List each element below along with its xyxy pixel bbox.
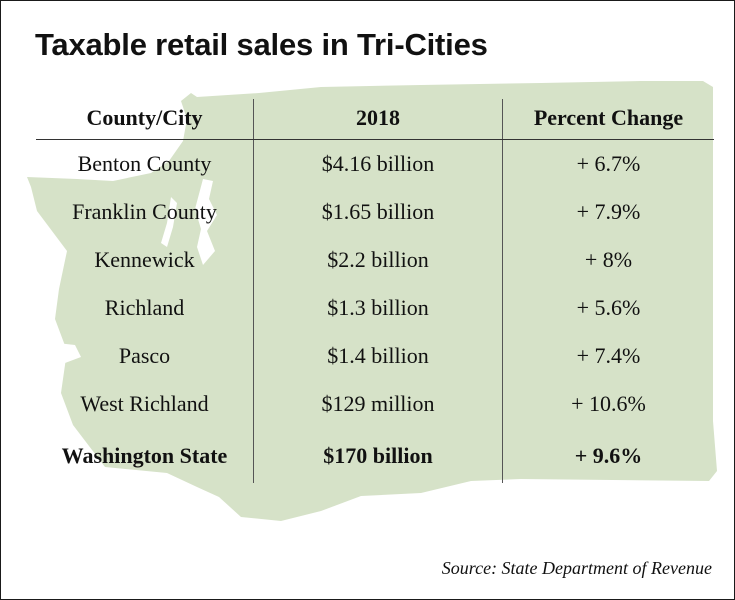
percent-change-cell: + 5.6% [502, 284, 714, 332]
table-row: Kennewick $2.2 billion + 8% [36, 236, 714, 284]
county-city-cell: West Richland [80, 391, 209, 416]
percent-change-cell: + 10.6% [502, 380, 714, 428]
sales-cell: $1.4 billion [253, 332, 502, 380]
table-row: West Richland $129 million + 10.6% [36, 380, 714, 428]
washington-state-shape [27, 81, 717, 521]
sales-cell: $2.2 billion [253, 236, 502, 284]
table-row-total: Washington State $170 billion + 9.6% [36, 428, 714, 483]
table-row: Benton County $4.16 billion + 6.7% [36, 140, 714, 188]
percent-change-cell: + 9.6% [502, 428, 714, 483]
table-row: Pasco $1.4 billion + 7.4% [36, 332, 714, 380]
hood-canal-water [161, 197, 177, 247]
county-city-cell: Washington State [61, 442, 228, 468]
county-city-cell: Franklin County [72, 199, 217, 224]
sales-cell: $4.16 billion [253, 140, 502, 188]
table-row: Richland $1.3 billion + 5.6% [36, 284, 714, 332]
coast-inlet-water [55, 343, 81, 363]
column-header-2018: 2018 [253, 99, 502, 139]
percent-change-cell: + 8% [502, 236, 714, 284]
column-header-percent-change: Percent Change [502, 99, 714, 139]
sales-table: County/City 2018 Percent Change Benton C… [36, 99, 714, 483]
county-city-cell: Pasco [118, 343, 171, 368]
county-city-cell: Benton County [77, 151, 212, 176]
column-header-county-city: County/City [86, 105, 203, 130]
table-row: Franklin County $1.65 billion + 7.9% [36, 188, 714, 236]
page-title: Taxable retail sales in Tri-Cities [35, 27, 488, 62]
county-city-cell: Richland [104, 295, 185, 320]
sales-cell: $1.3 billion [253, 284, 502, 332]
puget-sound-water [195, 179, 217, 265]
percent-change-cell: + 6.7% [502, 140, 714, 188]
table-header-row: County/City 2018 Percent Change [36, 99, 714, 140]
sales-cell: $1.65 billion [253, 188, 502, 236]
county-city-cell: Kennewick [94, 247, 195, 272]
sales-cell: $129 million [253, 380, 502, 428]
percent-change-cell: + 7.4% [502, 332, 714, 380]
source-note: Source: State Department of Revenue [441, 558, 712, 578]
sales-cell: $170 billion [253, 428, 502, 483]
percent-change-cell: + 7.9% [502, 188, 714, 236]
